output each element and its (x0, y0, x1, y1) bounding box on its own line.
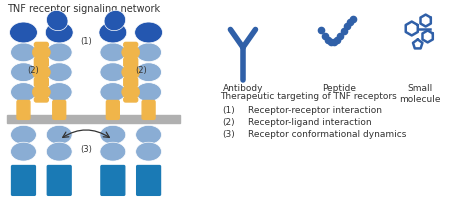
Text: Peptide: Peptide (322, 84, 356, 93)
FancyBboxPatch shape (12, 166, 36, 195)
Text: Small
molecule: Small molecule (399, 84, 440, 104)
Ellipse shape (46, 10, 68, 31)
Ellipse shape (136, 142, 161, 161)
Ellipse shape (11, 23, 37, 42)
Ellipse shape (100, 23, 126, 42)
Ellipse shape (46, 142, 72, 161)
Ellipse shape (100, 125, 126, 144)
Text: TNF receptor signaling network: TNF receptor signaling network (7, 4, 160, 14)
Text: Receptor-receptor interaction: Receptor-receptor interaction (248, 106, 382, 115)
FancyBboxPatch shape (101, 166, 125, 195)
Ellipse shape (46, 43, 72, 62)
Text: (1): (1) (80, 37, 92, 46)
Ellipse shape (46, 83, 72, 101)
Text: Therapeutic targeting of TNF receptors: Therapeutic targeting of TNF receptors (220, 92, 397, 101)
Ellipse shape (122, 65, 139, 80)
Ellipse shape (11, 125, 37, 144)
FancyBboxPatch shape (106, 100, 119, 119)
Ellipse shape (9, 22, 37, 43)
Text: (2): (2) (135, 66, 146, 75)
Ellipse shape (32, 45, 50, 60)
Text: (3): (3) (80, 145, 92, 154)
Ellipse shape (11, 142, 37, 161)
FancyBboxPatch shape (7, 115, 180, 123)
FancyBboxPatch shape (17, 100, 30, 119)
Ellipse shape (32, 65, 50, 80)
Text: Antibody: Antibody (223, 84, 263, 93)
FancyBboxPatch shape (47, 166, 71, 195)
Ellipse shape (104, 10, 125, 31)
Text: (1): (1) (222, 106, 235, 115)
FancyBboxPatch shape (124, 42, 138, 102)
Ellipse shape (11, 63, 37, 82)
Text: (2): (2) (28, 66, 39, 75)
Text: Receptor-ligand interaction: Receptor-ligand interaction (248, 118, 372, 127)
Ellipse shape (135, 22, 162, 43)
Ellipse shape (136, 23, 161, 42)
Text: (3): (3) (222, 130, 235, 139)
Ellipse shape (136, 125, 161, 144)
Text: Receptor conformational dynamics: Receptor conformational dynamics (248, 130, 406, 139)
FancyBboxPatch shape (142, 100, 155, 119)
Ellipse shape (136, 43, 161, 62)
Ellipse shape (99, 22, 127, 43)
Ellipse shape (100, 63, 126, 82)
Ellipse shape (45, 22, 73, 43)
Ellipse shape (46, 63, 72, 82)
FancyBboxPatch shape (53, 100, 66, 119)
Ellipse shape (100, 83, 126, 101)
FancyBboxPatch shape (137, 166, 161, 195)
Ellipse shape (46, 23, 72, 42)
Ellipse shape (11, 83, 37, 101)
Ellipse shape (122, 45, 139, 60)
Ellipse shape (100, 43, 126, 62)
Ellipse shape (11, 43, 37, 62)
Ellipse shape (32, 85, 50, 100)
Text: (2): (2) (222, 118, 235, 127)
Ellipse shape (100, 142, 126, 161)
FancyBboxPatch shape (34, 42, 48, 102)
Ellipse shape (136, 83, 161, 101)
Ellipse shape (122, 85, 139, 100)
Ellipse shape (46, 125, 72, 144)
Ellipse shape (136, 63, 161, 82)
